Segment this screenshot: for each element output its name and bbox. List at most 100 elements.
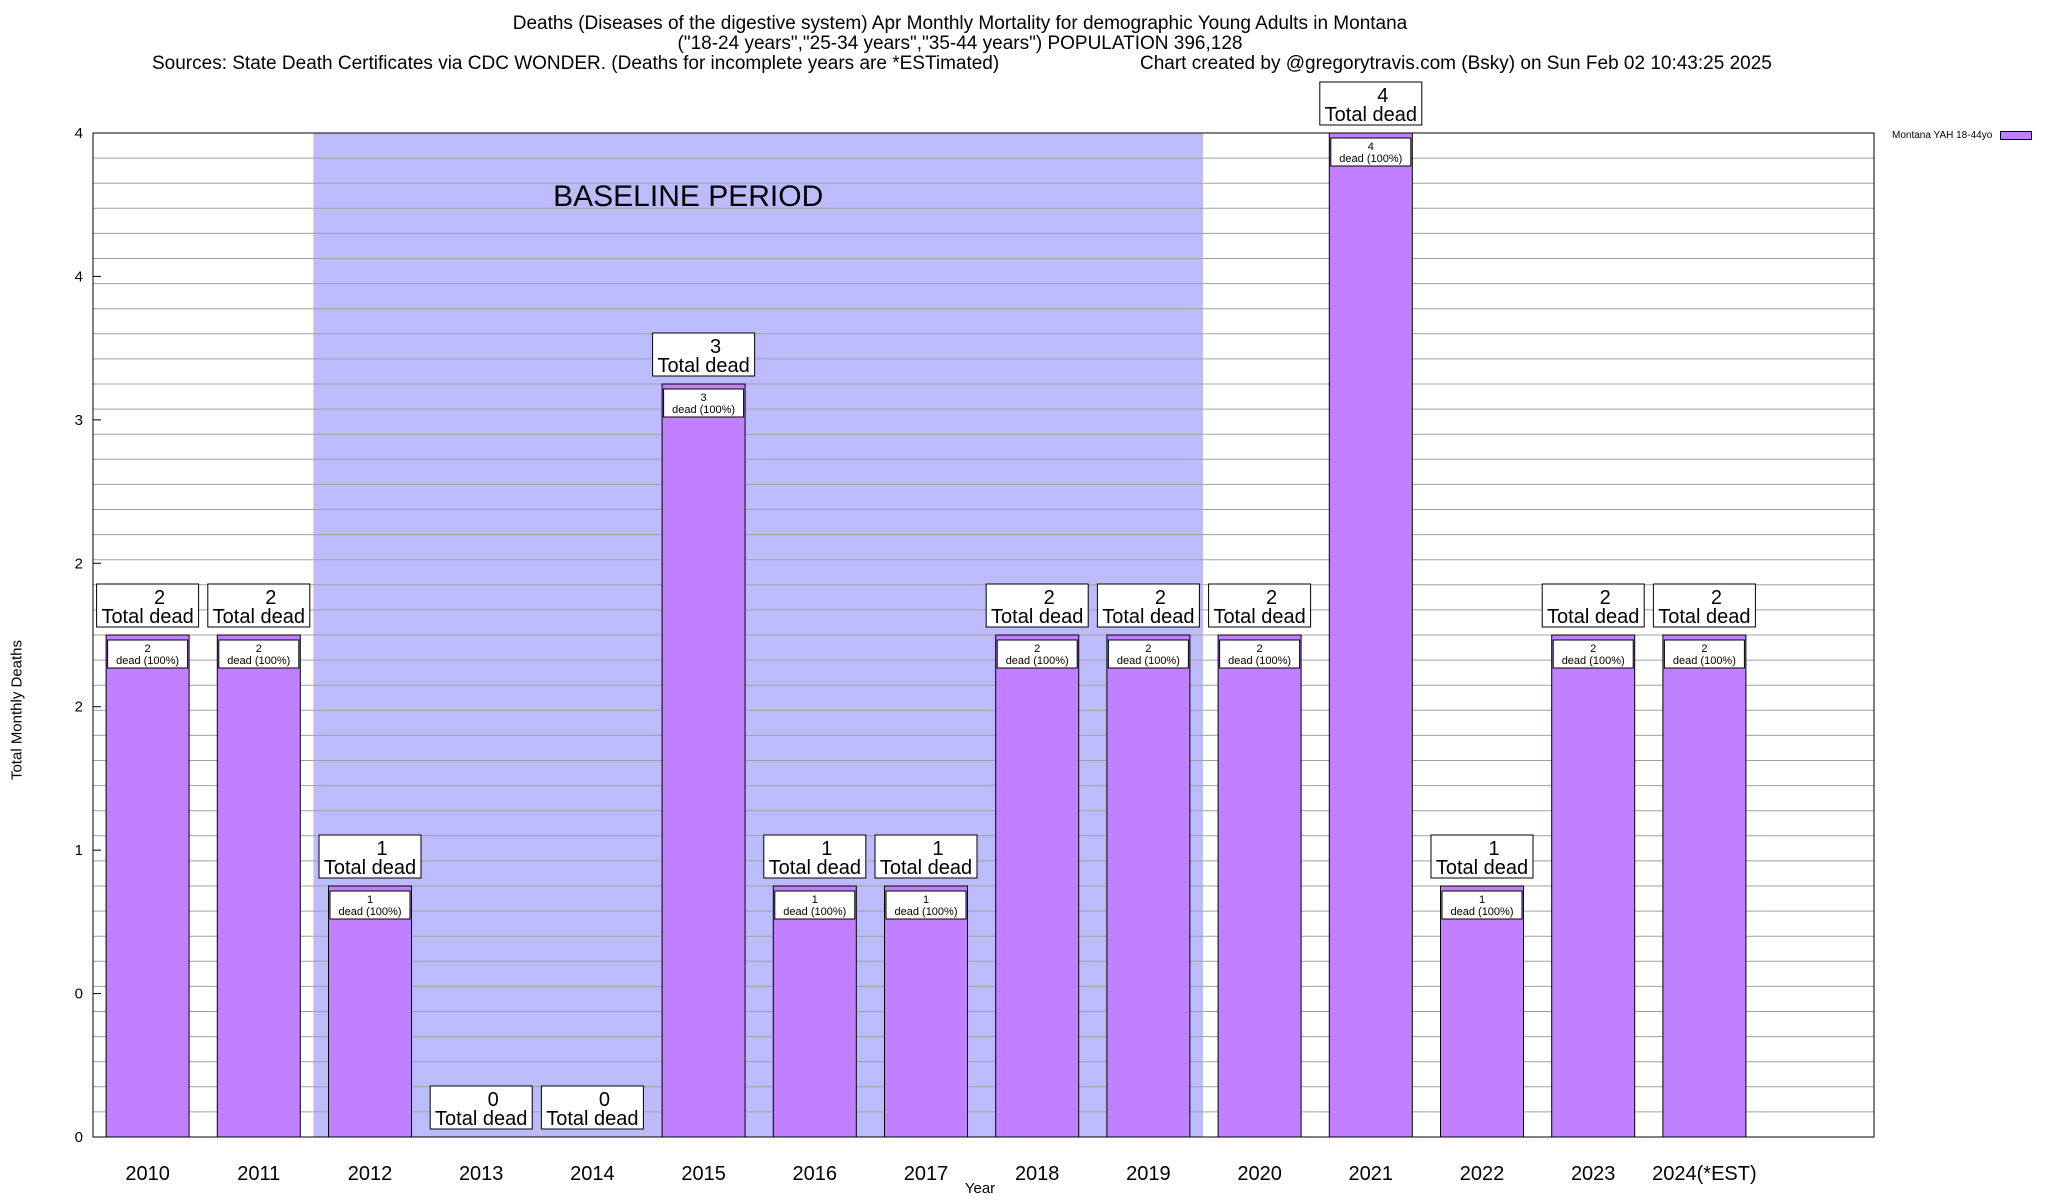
bar-inner-value: 1	[367, 894, 373, 906]
bar-total-label: Total dead	[1436, 857, 1528, 879]
bar-inner-label-box	[1107, 639, 1189, 669]
bar-total-label: Total dead	[1325, 104, 1417, 126]
bar-inner-label-box	[329, 890, 411, 920]
bar-total-value: 1	[1488, 838, 1499, 860]
bar-total-label-box	[1430, 834, 1534, 879]
bar-inner-value: 1	[923, 894, 929, 906]
y-tick-label: 2	[75, 555, 83, 572]
bar-inner-label: dead (100%)	[1673, 655, 1736, 667]
bar-inner-value: 2	[1590, 643, 1596, 655]
bar-inner-label: dead (100%)	[1228, 655, 1291, 667]
x-tick-label: 2016	[793, 1163, 838, 1185]
bar-total-label: Total dead	[1102, 606, 1194, 628]
bar-total-value: 1	[376, 838, 387, 860]
bar-total-value: 2	[1600, 587, 1611, 609]
y-tick-label: 2	[75, 699, 83, 716]
bar-total-value: 1	[821, 838, 832, 860]
bar-total-label-box	[540, 1085, 644, 1130]
bar	[328, 885, 412, 1138]
bar-inner-value: 3	[701, 392, 707, 404]
bar-total-value: 3	[710, 336, 721, 358]
bar	[1106, 634, 1191, 1138]
bar	[1551, 634, 1636, 1138]
bar-inner-value: 2	[256, 643, 262, 655]
bar-inner-label-box	[663, 388, 745, 418]
bar	[1440, 885, 1524, 1138]
bar-inner-value: 2	[1701, 643, 1707, 655]
bar-total-label-box	[1541, 583, 1645, 628]
y-tick-label: 4	[75, 268, 83, 285]
bar	[105, 634, 190, 1138]
bar-inner-label: dead (100%)	[1117, 655, 1180, 667]
bar-total-value: 2	[1155, 587, 1166, 609]
x-tick-label: 2010	[125, 1163, 170, 1185]
chart-title: Deaths (Diseases of the digestive system…	[512, 13, 1408, 34]
bar-inner-label: dead (100%)	[339, 906, 402, 918]
x-tick-label: 2024(*EST)	[1652, 1163, 1757, 1185]
y-tick-label: 4	[75, 125, 83, 142]
bar-total-value: 2	[1711, 587, 1722, 609]
bar-inner-value: 2	[1257, 643, 1263, 655]
bar-total-label: Total dead	[991, 606, 1083, 628]
baseline-period-label: BASELINE PERIOD	[553, 180, 823, 213]
x-tick-label: 2019	[1126, 1163, 1171, 1185]
y-tick-label: 1	[75, 842, 83, 859]
chart-sources: Sources: State Death Certificates via CD…	[152, 53, 1000, 74]
bar-total-label: Total dead	[1658, 606, 1750, 628]
x-tick-label: 2011	[237, 1163, 280, 1185]
x-tick-label: 2020	[1237, 1163, 1282, 1185]
bar-inner-label-box	[1330, 137, 1412, 167]
bar-total-label: Total dead	[101, 606, 193, 628]
bar	[1328, 132, 1413, 1138]
bar	[661, 383, 746, 1138]
x-tick-label: 2017	[904, 1163, 949, 1185]
bar-inner-label-box	[107, 639, 189, 669]
bar-inner-label-box	[885, 890, 967, 920]
chart-subtitle: ("18-24 years","25-34 years","35-44 year…	[677, 33, 1243, 54]
y-tick-label: 0	[75, 986, 83, 1003]
bar-total-label: Total dead	[213, 606, 305, 628]
bar-inner-label-box	[1552, 639, 1634, 669]
bar-inner-label: dead (100%)	[783, 906, 846, 918]
x-tick-label: 2014	[570, 1163, 615, 1185]
bar-inner-value: 1	[812, 894, 818, 906]
bar-total-label: Total dead	[880, 857, 972, 879]
bar	[1662, 634, 1747, 1138]
x-tick-label: 2021	[1349, 1163, 1394, 1185]
bar-inner-label: dead (100%)	[895, 906, 958, 918]
bar-total-value: 2	[265, 587, 276, 609]
bar	[995, 634, 1080, 1138]
bar-total-label-box	[874, 834, 978, 879]
bar-inner-value: 2	[145, 643, 151, 655]
legend-swatch	[2000, 131, 2033, 140]
bar-total-label: Total dead	[657, 355, 749, 377]
bar-total-label-box	[1208, 583, 1312, 628]
bar-inner-value: 2	[1145, 643, 1151, 655]
bar-total-label: Total dead	[769, 857, 861, 879]
bar-inner-label-box	[1663, 639, 1745, 669]
bar-total-value: 2	[154, 587, 165, 609]
bar-total-value: 1	[932, 838, 943, 860]
bar-total-label: Total dead	[546, 1108, 638, 1130]
x-tick-label: 2013	[459, 1163, 504, 1185]
x-tick-label: 2018	[1015, 1163, 1060, 1185]
x-tick-label: 2012	[348, 1163, 393, 1185]
bar-total-label-box	[763, 834, 867, 879]
bar	[216, 634, 301, 1138]
plot-frame	[92, 132, 1875, 1138]
x-tick-label: 2022	[1460, 1163, 1505, 1185]
bar-total-label-box	[1652, 583, 1756, 628]
bar-inner-label-box	[218, 639, 300, 669]
bar-inner-label-box	[1441, 890, 1523, 920]
legend-label: Montana YAH 18-44yo	[1892, 130, 1993, 141]
bar-inner-label: dead (100%)	[1006, 655, 1069, 667]
bar	[1217, 634, 1302, 1138]
bar-inner-label: dead (100%)	[1562, 655, 1625, 667]
bar-total-value: 4	[1377, 85, 1388, 107]
legend: Montana YAH 18-44yo	[1892, 130, 2033, 141]
bar-total-label-box	[429, 1085, 533, 1130]
bar-total-label-box	[1319, 81, 1423, 126]
bar-inner-value: 2	[1034, 643, 1040, 655]
x-tick-label: 2023	[1571, 1163, 1616, 1185]
